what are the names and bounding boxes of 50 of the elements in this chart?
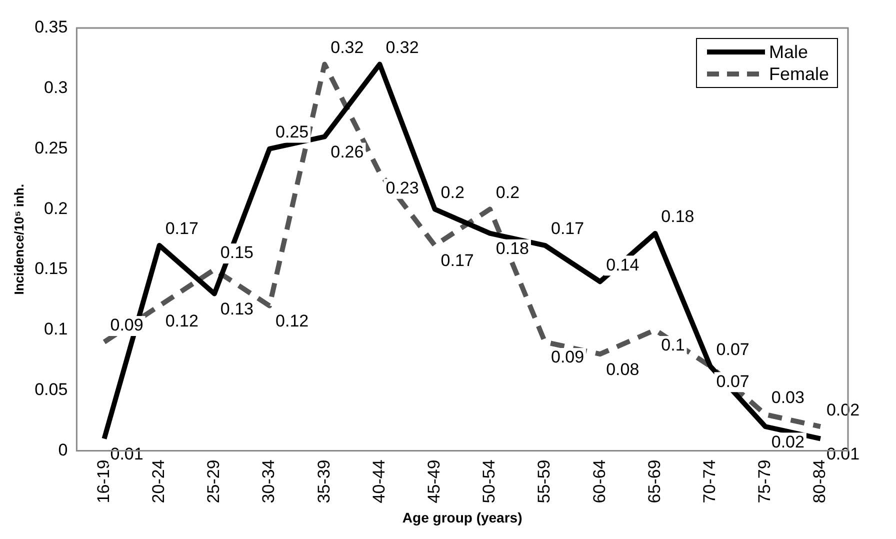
data-label: 0.14: [606, 255, 640, 274]
data-label: 0.12: [276, 311, 309, 330]
x-axis-title: Age group (years): [402, 509, 522, 526]
data-label: 0.17: [165, 219, 198, 238]
y-tick-label: 0.05: [34, 380, 68, 400]
y-tick-label: 0.3: [44, 78, 68, 98]
x-tick-label: 65-69: [644, 460, 664, 504]
data-label: 0.17: [440, 251, 474, 270]
x-tick-label: 35-39: [314, 460, 334, 504]
data-label: 0.18: [661, 207, 694, 226]
data-label: 0.12: [165, 311, 198, 330]
data-label: 0.1: [661, 336, 685, 355]
data-label: 0.18: [496, 239, 529, 258]
x-tick-label: 55-59: [534, 460, 554, 504]
data-label: 0.02: [771, 432, 804, 452]
legend-label: Male: [768, 42, 808, 62]
x-tick-label: 60-64: [590, 460, 609, 504]
data-label: 0.17: [550, 219, 584, 238]
data-label: 0.07: [716, 340, 750, 359]
x-tick-label: 40-44: [369, 460, 388, 504]
x-tick-label: 16-19: [94, 460, 113, 504]
x-tick-label: 70-74: [700, 460, 719, 504]
x-tick-label: 20-24: [149, 460, 168, 504]
data-label: 0.23: [386, 178, 419, 198]
y-tick-label: 0.2: [44, 198, 68, 218]
data-label: 0.08: [606, 360, 640, 379]
y-tick-label: 0.1: [44, 320, 68, 339]
data-label: 0.13: [220, 299, 254, 318]
x-tick-label: 45-49: [424, 460, 444, 504]
data-label: 0.32: [386, 38, 419, 57]
y-tick-label: 0.35: [34, 18, 68, 37]
y-tick-label: 0.25: [34, 138, 68, 158]
x-tick-label: 50-54: [480, 460, 499, 504]
legend-label: Female: [768, 64, 829, 84]
data-label: 0.25: [276, 122, 309, 142]
y-axis-title: Incidence/10⁵ inh.: [11, 184, 26, 295]
data-label: 0.09: [110, 316, 144, 335]
x-tick-label: 30-34: [259, 460, 278, 504]
x-tick-label: 75-79: [755, 460, 774, 504]
data-label: 0.26: [330, 142, 364, 162]
y-tick-label: 0.15: [34, 259, 68, 278]
data-label: 0.03: [771, 388, 804, 408]
data-label: 0.2: [440, 182, 464, 202]
data-label: 0.09: [550, 348, 584, 367]
data-label: 0.15: [220, 243, 254, 262]
y-tick-label: 0: [58, 440, 68, 460]
x-tick-label: 25-29: [204, 460, 224, 504]
data-label: 0.32: [330, 38, 364, 57]
data-label: 0.07: [716, 372, 750, 391]
data-label: 0.2: [496, 182, 520, 202]
